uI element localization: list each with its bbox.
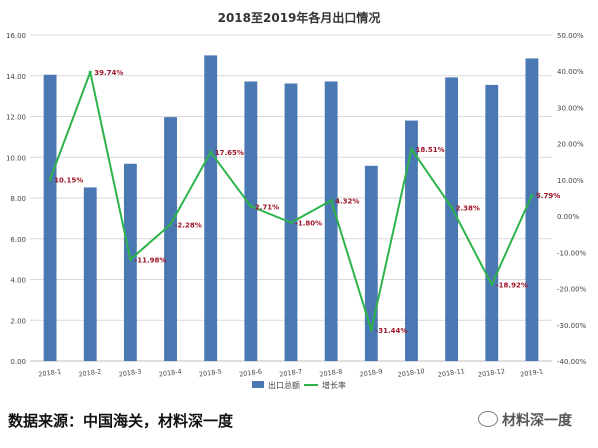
x-tick-label: 2018-3 [118, 367, 142, 378]
line-series: 10.15% 39.74% -11.98% -2.28% 17.65% 2.71% -1.8… [48, 69, 560, 335]
legend-bar-swatch [252, 381, 264, 388]
left-tick-label: 2.00 [10, 317, 26, 325]
growth-point-2018-8 [329, 198, 333, 202]
right-tick-label: -40.00% [557, 358, 587, 366]
left-tick-label: 16.00 [6, 32, 26, 40]
wechat-icon [478, 411, 498, 427]
x-tick-label: 2018-10 [397, 367, 425, 379]
x-tick-label: 2018-9 [359, 367, 383, 378]
right-tick-label: -30.00% [557, 322, 587, 330]
x-tick-label: 2018-5 [198, 367, 222, 378]
growth-label-2018-5: 17.65% [215, 149, 244, 157]
growth-point-2018-4 [169, 222, 173, 226]
growth-point-2019-1 [530, 193, 534, 197]
growth-point-2018-1 [48, 177, 52, 181]
growth-point-2018-6 [249, 204, 253, 208]
x-axis: 2018-1 2018-2 2018-3 2018-4 2018-5 2018-6 2018… [38, 367, 544, 379]
right-axis: -40.00% -30.00% -20.00% -10.00% 0.00% 10.00% 2… [557, 32, 587, 366]
left-tick-label: 6.00 [10, 236, 26, 244]
growth-label-2018-7: -1.80% [295, 220, 322, 228]
growth-label-2018-10: 18.51% [415, 146, 444, 154]
growth-point-2018-11 [450, 205, 454, 209]
legend-bar-label: 出口总额 [268, 380, 300, 390]
chart-title: 2018至2019年各月出口情况 [218, 10, 381, 25]
left-tick-label: 14.00 [6, 73, 26, 81]
left-tick-label: 8.00 [10, 195, 26, 203]
legend-line-label: 增长率 [322, 380, 346, 390]
left-axis: 0.00 2.00 4.00 6.00 8.00 10.00 12.00 14.00 16.00 [6, 32, 26, 366]
bar-2018-8 [324, 81, 338, 361]
growth-label-2018-11: 2.38% [456, 204, 480, 212]
growth-point-2018-5 [209, 150, 213, 154]
growth-label-2018-3: -11.98% [134, 257, 166, 265]
right-tick-label: 50.00% [557, 32, 584, 40]
growth-point-2018-3 [128, 258, 132, 262]
legend: 出口总额 增长率 [252, 380, 346, 390]
bar-2018-10 [405, 120, 418, 361]
growth-label-2018-12: -18.92% [496, 282, 528, 290]
left-tick-label: 12.00 [6, 114, 26, 122]
growth-point-2018-9 [369, 328, 373, 332]
x-tick-label: 2018-6 [239, 367, 263, 378]
source-note: 数据来源：中国海关，材料深一度 [8, 412, 234, 430]
bar-2019-1 [525, 58, 539, 362]
right-tick-label: -10.00% [557, 249, 587, 257]
bar-2018-11 [445, 77, 459, 361]
x-tick-label: 2018-7 [279, 367, 303, 378]
x-tick-label: 2018-11 [437, 367, 465, 379]
x-tick-label: 2018-2 [78, 367, 102, 378]
bar-2018-6 [244, 81, 258, 361]
bar-2018-1 [43, 74, 57, 361]
growth-label-2018-2: 39.74% [94, 69, 123, 77]
x-tick-label: 2019-1 [520, 367, 544, 378]
right-tick-label: -20.00% [557, 286, 587, 294]
x-tick-label: 2018-4 [158, 367, 182, 378]
brand-watermark: 材料深一度 [478, 410, 572, 430]
bar-2018-12 [485, 84, 499, 361]
bar-2018-3 [123, 163, 137, 361]
bar-2018-5 [204, 55, 218, 361]
left-tick-label: 10.00 [6, 154, 26, 162]
growth-label-2018-4: -2.28% [175, 221, 202, 229]
x-tick-label: 2018-12 [477, 367, 505, 379]
right-tick-label: 40.00% [557, 68, 584, 76]
right-tick-label: 0.00% [557, 213, 580, 221]
growth-point-2018-12 [490, 283, 494, 287]
growth-label-2018-1: 10.15% [54, 176, 83, 184]
x-tick-label: 2018-1 [38, 367, 62, 378]
growth-label-2018-6: 2.71% [255, 203, 279, 211]
right-tick-label: 20.00% [557, 141, 584, 149]
growth-point-2018-2 [88, 70, 92, 74]
right-tick-label: 10.00% [557, 177, 584, 185]
left-tick-label: 0.00 [10, 358, 26, 366]
x-tick-label: 2018-8 [319, 367, 343, 378]
bar-2018-2 [83, 187, 97, 361]
growth-label-2018-9: -31.44% [375, 327, 407, 335]
growth-point-2018-10 [409, 147, 413, 151]
left-tick-label: 4.00 [10, 277, 26, 285]
bar-series [43, 55, 539, 362]
right-tick-label: 30.00% [557, 104, 584, 112]
brand-name: 材料深一度 [502, 413, 572, 429]
growth-label-2019-1: 5.79% [536, 192, 560, 200]
growth-label-2018-8: 4.32% [335, 197, 359, 205]
chart: 2018至2019年各月出口情况 0.00 2.00 4.00 6.00 8.00 10.… [6, 10, 587, 390]
growth-point-2018-7 [289, 221, 293, 225]
bar-2018-4 [164, 117, 177, 361]
